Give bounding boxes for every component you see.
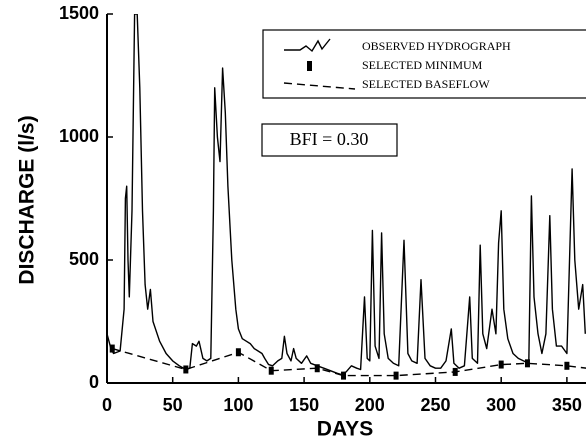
minimum-marker [341,371,347,380]
series-line [112,347,586,377]
x-tick-label: 350 [552,395,582,415]
x-tick-label: 0 [102,395,112,415]
x-tick-label: 50 [163,395,183,415]
legend-label: SELECTED MINIMUM [362,58,483,72]
annotation: BFI = 0.30 [290,129,369,149]
x-tick-label: 150 [289,395,319,415]
y-tick-label: 1000 [59,126,99,146]
minimum-marker [498,360,504,369]
legend-line [283,82,356,90]
legend-label: OBSERVED HYDROGRAPH [362,39,511,53]
x-tick-label: 100 [223,395,253,415]
annotation-box [261,123,398,157]
minimum-marker [524,359,530,368]
y-tick-label: 0 [89,372,99,392]
y-tick-label: 500 [69,249,99,269]
minimum-marker [564,361,570,370]
x-tick-label: 300 [486,395,516,415]
y-axis-label: DISCHARGE (l/s) [16,115,39,284]
minimum-marker [393,371,399,380]
x-tick-label: 200 [355,395,385,415]
x-tick-label: 250 [420,395,450,415]
series-line [107,14,586,376]
x-axis-label: DAYS [317,418,373,441]
legend-line [284,38,331,53]
minimum-marker [183,365,189,374]
minimum-marker [109,344,115,353]
legend-label: SELECTED BASEFLOW [362,77,490,91]
y-tick-label: 1500 [59,3,99,23]
legend-box [262,29,586,99]
plot-area [107,14,586,380]
legend-marker [307,61,312,71]
